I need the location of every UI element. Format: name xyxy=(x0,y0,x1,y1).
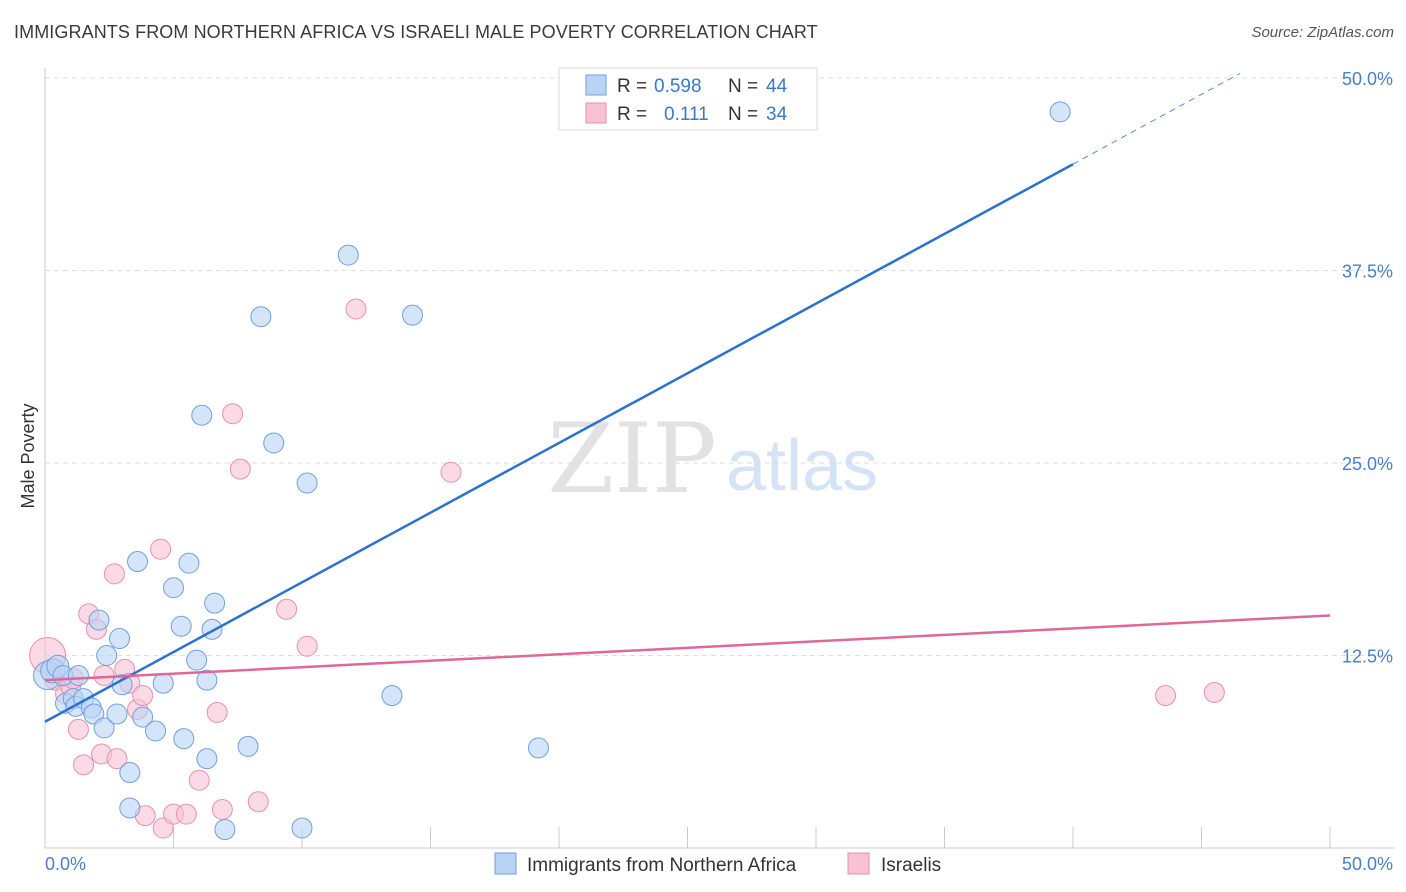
y-tick-label: 37.5% xyxy=(1342,262,1393,282)
bottom-legend-label-israelis: Israelis xyxy=(881,855,941,876)
watermark-atlas: atlas xyxy=(726,426,878,506)
trend-line-immigrants xyxy=(44,163,1074,723)
point-israelis xyxy=(67,718,89,740)
point-immigrants xyxy=(204,592,226,614)
point-immigrants xyxy=(402,304,424,326)
point-israelis xyxy=(229,458,251,480)
point-immigrants xyxy=(132,706,154,728)
point-israelis xyxy=(188,769,210,791)
gridlines xyxy=(45,77,1395,656)
legend-n-label-2: N = xyxy=(728,104,758,125)
point-immigrants xyxy=(88,609,110,631)
point-israelis xyxy=(276,598,298,620)
point-israelis xyxy=(222,403,244,425)
watermark-zip: ZIP xyxy=(547,403,716,515)
point-immigrants xyxy=(96,645,118,666)
point-immigrants xyxy=(109,628,131,650)
point-israelis xyxy=(296,635,318,657)
point-israelis xyxy=(345,298,367,320)
point-israelis xyxy=(150,538,172,560)
legend-r-label-1: R = xyxy=(617,76,647,97)
point-immigrants xyxy=(145,720,167,742)
legend-n-label-1: N = xyxy=(728,76,758,97)
legend-r-label-2: R = xyxy=(617,104,647,125)
point-israelis xyxy=(1203,681,1225,703)
trend-line-israelis xyxy=(44,614,1331,682)
point-immigrants xyxy=(127,551,149,573)
legend: R = 0.598 N = 44 R = 0.111 N = 34 xyxy=(558,67,818,131)
point-immigrants xyxy=(119,797,141,819)
point-israelis xyxy=(1155,685,1177,707)
bottom-legend-label-immigrants: Immigrants from Northern Africa xyxy=(527,855,797,876)
point-immigrants xyxy=(237,735,259,757)
legend-r-value-1: 0.598 xyxy=(654,76,702,97)
point-israelis xyxy=(132,685,154,707)
tick-labels: 12.5% 25.0% 37.5% 50.0% 0.0% 50.0% xyxy=(45,69,1393,874)
point-israelis xyxy=(73,754,95,776)
legend-r-value-2: 0.111 xyxy=(664,104,709,125)
point-israelis xyxy=(103,563,125,585)
point-israelis xyxy=(211,799,233,820)
chart-title: IMMIGRANTS FROM NORTHERN AFRICA VS ISRAE… xyxy=(14,22,818,42)
legend-n-value-1: 44 xyxy=(766,76,788,97)
trend-lines xyxy=(44,72,1331,723)
axes xyxy=(44,68,1395,849)
legend-swatch-israelis xyxy=(585,102,607,124)
point-immigrants xyxy=(1049,101,1071,123)
point-israelis xyxy=(440,461,462,483)
point-immigrants xyxy=(196,669,218,691)
point-immigrants xyxy=(119,762,141,784)
point-israelis xyxy=(93,665,115,687)
point-immigrants xyxy=(296,472,318,494)
point-immigrants xyxy=(170,615,192,637)
point-israelis xyxy=(175,803,197,825)
point-israelis xyxy=(247,791,269,813)
x-tick-label: 50.0% xyxy=(1342,854,1393,874)
point-immigrants xyxy=(527,737,549,759)
point-immigrants xyxy=(106,703,128,725)
source-label: Source: ZipAtlas.com xyxy=(1251,24,1394,41)
bottom-legend: Immigrants from Northern Africa Israelis xyxy=(494,852,941,876)
point-immigrants xyxy=(337,244,359,266)
y-tick-label: 25.0% xyxy=(1342,454,1393,474)
point-immigrants xyxy=(381,685,403,707)
point-israelis xyxy=(106,748,128,770)
point-immigrants xyxy=(291,817,313,839)
point-immigrants xyxy=(178,552,200,574)
point-immigrants xyxy=(186,649,208,671)
point-immigrants xyxy=(263,432,285,454)
bottom-legend-swatch-israelis xyxy=(847,852,870,875)
point-immigrants xyxy=(196,748,218,770)
legend-n-value-2: 34 xyxy=(766,104,788,125)
point-immigrants xyxy=(152,672,174,694)
trend-line-immigrants-extension xyxy=(1072,72,1241,165)
y-tick-label: 12.5% xyxy=(1342,647,1393,667)
y-axis-label: Male Poverty xyxy=(18,403,38,508)
point-immigrants xyxy=(67,665,89,687)
point-immigrants xyxy=(173,728,195,750)
watermark: ZIP atlas xyxy=(547,403,878,515)
y-tick-label: 50.0% xyxy=(1342,69,1393,89)
point-immigrants xyxy=(163,577,184,599)
point-immigrants xyxy=(191,404,213,426)
point-immigrants xyxy=(93,717,115,739)
bottom-legend-swatch-immigrants xyxy=(494,852,517,875)
point-israelis xyxy=(206,701,228,723)
x-tick-label: 0.0% xyxy=(45,854,86,874)
point-immigrants xyxy=(250,306,272,328)
point-immigrants xyxy=(214,819,236,841)
legend-swatch-immigrants xyxy=(585,74,607,96)
